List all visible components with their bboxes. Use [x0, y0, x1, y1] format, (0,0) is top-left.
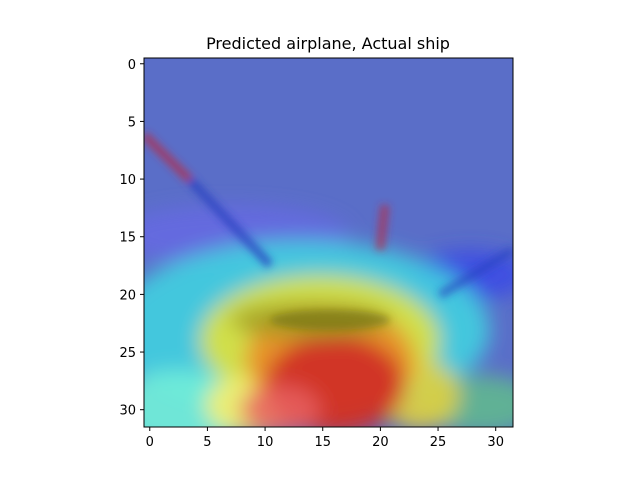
x-tick-label: 10 — [257, 435, 274, 450]
x-tick-label: 0 — [146, 435, 154, 450]
x-tick-label: 30 — [487, 435, 504, 450]
chart-title: Predicted airplane, Actual ship — [206, 34, 450, 53]
x-tick-label: 25 — [430, 435, 447, 450]
x-tick-label: 20 — [372, 435, 389, 450]
y-tick-label: 10 — [119, 173, 136, 188]
plot-area — [144, 58, 513, 427]
y-tick-label: 30 — [119, 404, 136, 419]
y-axis: 0 5 10 15 20 25 30 — [119, 58, 144, 419]
ship-details — [144, 131, 513, 330]
plot-frame — [143, 57, 514, 428]
y-tick-label: 15 — [119, 231, 136, 246]
y-tick-label: 5 — [128, 115, 136, 130]
y-tick-label: 0 — [128, 58, 136, 73]
y-tick-label: 25 — [119, 346, 136, 361]
x-axis: 0 5 10 15 20 25 30 — [146, 427, 504, 450]
y-tick-label: 20 — [119, 288, 136, 303]
x-tick-label: 15 — [314, 435, 331, 450]
x-tick-label: 5 — [203, 435, 211, 450]
